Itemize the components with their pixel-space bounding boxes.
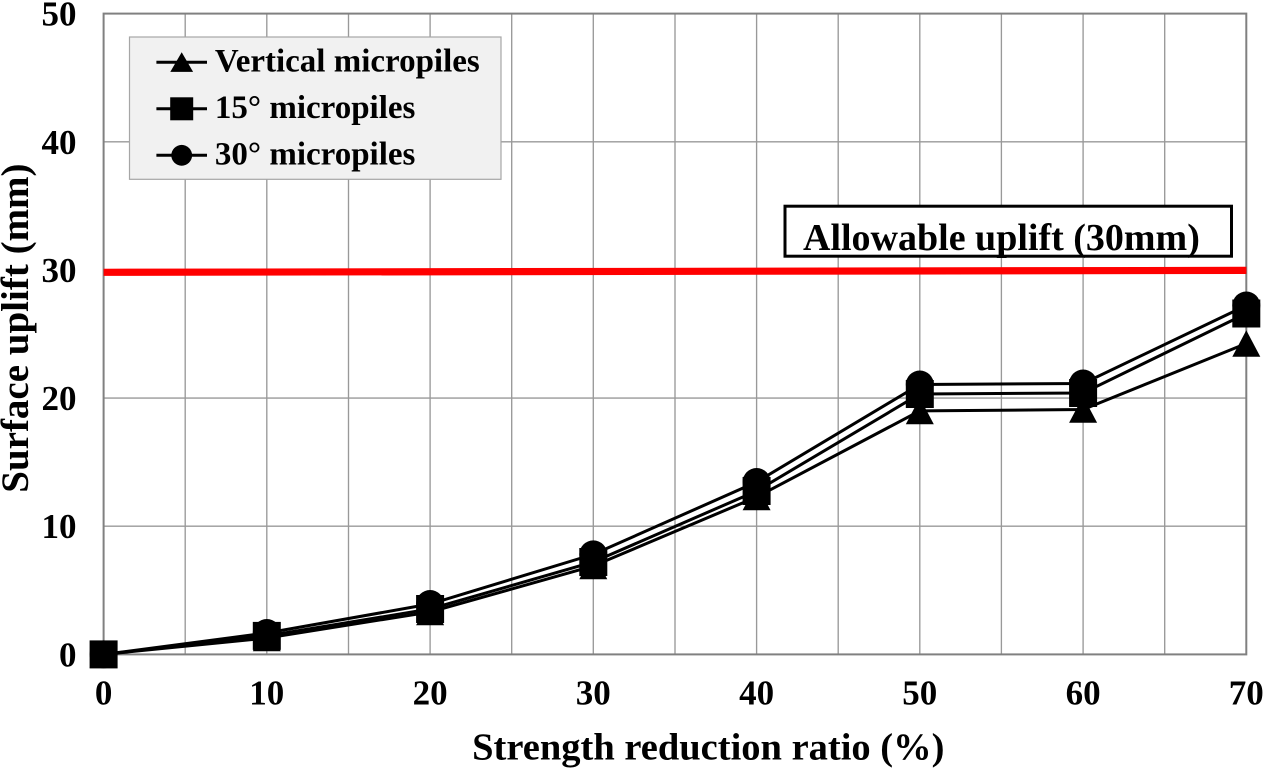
svg-text:10: 10 (42, 507, 77, 546)
svg-text:30° micropiles: 30° micropiles (215, 137, 416, 173)
svg-text:0: 0 (59, 635, 77, 674)
svg-text:70: 70 (1229, 673, 1264, 712)
svg-text:20: 20 (42, 379, 77, 418)
svg-text:Strength reduction ratio (%): Strength reduction ratio (%) (472, 726, 944, 768)
svg-text:60: 60 (1066, 673, 1101, 712)
svg-text:Surface uplift (mm): Surface uplift (mm) (0, 163, 37, 492)
svg-text:30: 30 (42, 251, 77, 290)
svg-text:0: 0 (95, 673, 113, 712)
svg-text:Allowable uplift (30mm): Allowable uplift (30mm) (803, 217, 1200, 259)
svg-text:30: 30 (576, 673, 611, 712)
svg-text:15° micropiles: 15° micropiles (215, 90, 416, 126)
svg-text:50: 50 (902, 673, 937, 712)
svg-text:40: 40 (42, 123, 77, 162)
svg-text:Vertical micropiles: Vertical micropiles (215, 44, 480, 80)
svg-text:40: 40 (739, 673, 774, 712)
svg-text:50: 50 (42, 0, 77, 34)
svg-text:20: 20 (413, 673, 448, 712)
svg-text:10: 10 (249, 673, 284, 712)
